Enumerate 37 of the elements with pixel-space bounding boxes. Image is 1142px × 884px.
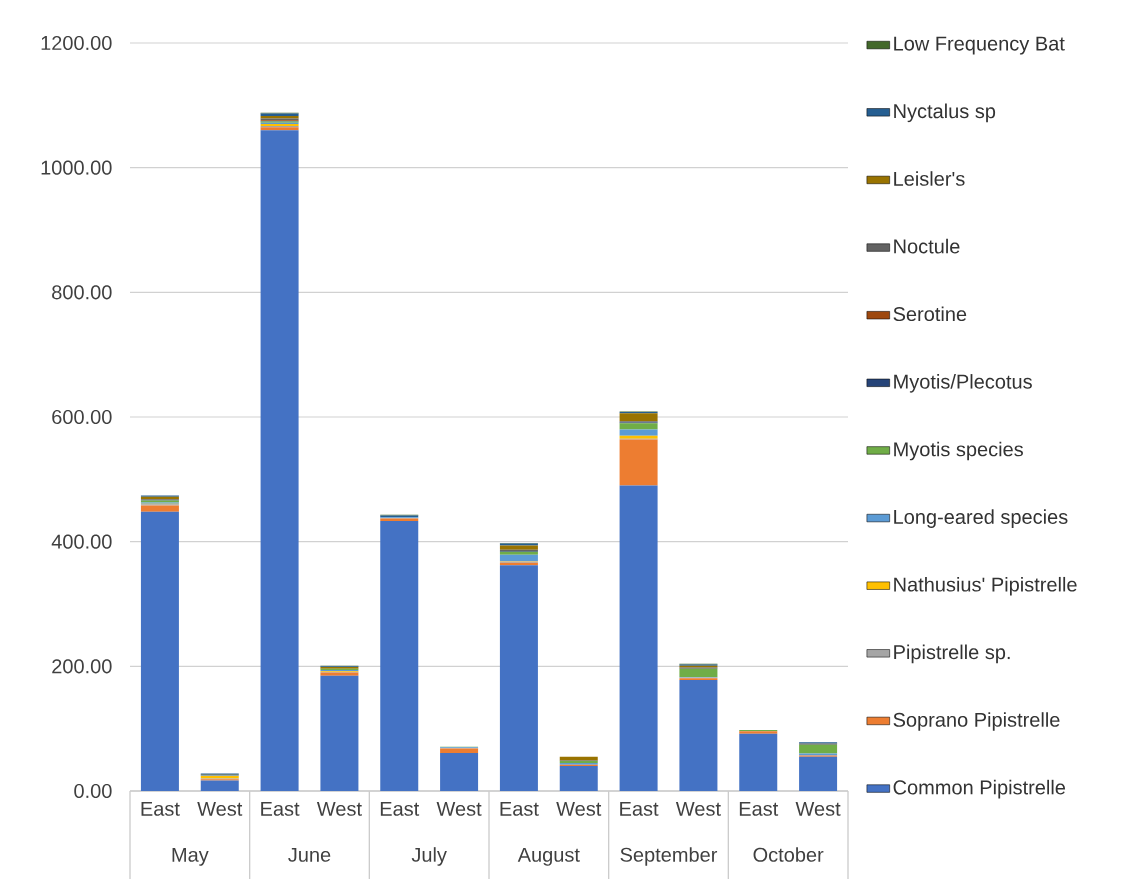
x-tick-label: West: [316, 801, 362, 816]
y-tick-label: 400.00: [51, 534, 112, 549]
legend-label: Myotis species: [894, 441, 1023, 461]
x-tick-label: East: [500, 801, 539, 816]
legend-label: Myotis/Plecotus: [894, 374, 1032, 393]
text: September: [620, 847, 718, 866]
text: June: [288, 847, 331, 862]
x-tick-label: East: [380, 801, 420, 816]
x-tick-label: West: [795, 801, 841, 816]
x-tick-label: East: [620, 801, 659, 816]
text: August: [517, 847, 580, 866]
legend-label: Serotine: [893, 306, 967, 322]
x-tick-label: East: [141, 801, 180, 816]
legend-label: Noctule: [894, 238, 960, 254]
legend-label: Nyctalus sp: [894, 103, 996, 123]
legend-label: Pipistrelle sp.: [894, 644, 1010, 664]
text: July: [411, 847, 447, 866]
x-tick-label: East: [739, 801, 779, 816]
text: October: [753, 847, 824, 862]
x-tick-label: West: [436, 801, 482, 816]
x-tick-label: West: [556, 801, 602, 816]
y-tick-label: 600.00: [52, 409, 112, 425]
x-tick-label: West: [675, 801, 721, 816]
legend-label: Leisler's: [894, 171, 965, 186]
y-tick-label: 0.00: [74, 783, 112, 799]
legend-label: Soprano Pipistrelle: [893, 712, 1060, 731]
legend-label: Low Frequency Bat: [894, 36, 1065, 55]
legend-label: Common Pipistrelle: [893, 779, 1066, 799]
legend-label: Long-eared species: [894, 509, 1068, 528]
x-tick-label: West: [197, 801, 243, 816]
y-tick-label: 200.00: [52, 659, 112, 674]
legend-label: Nathusius' Pipistrelle: [894, 576, 1077, 596]
y-tick-label: 1000.00: [41, 160, 112, 175]
y-tick-label: 800.00: [52, 285, 112, 300]
x-tick-label: East: [261, 801, 300, 816]
y-tick-label: 1200.00: [41, 35, 112, 51]
text: May: [172, 847, 209, 866]
